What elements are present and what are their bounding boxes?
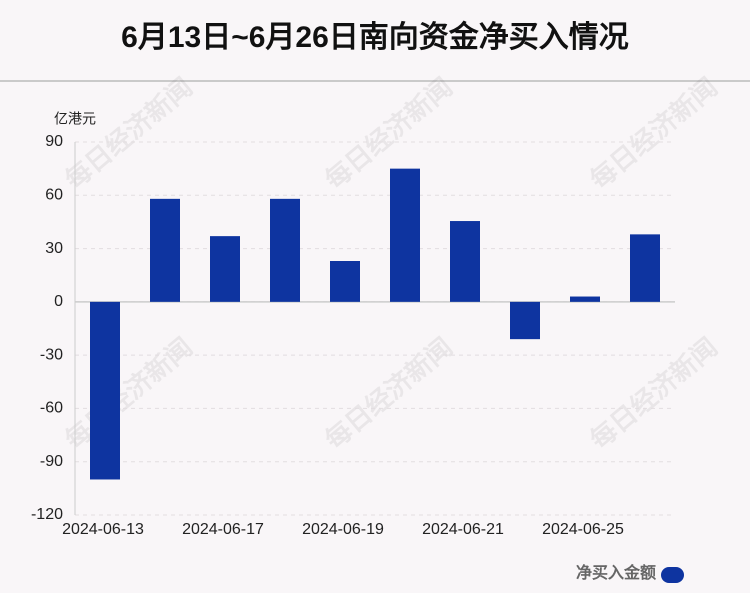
bar <box>90 301 120 480</box>
x-tick-label: 2024-06-21 <box>422 521 504 538</box>
y-tick-label: -120 <box>31 506 63 523</box>
x-tick-label: 2024-06-17 <box>182 521 264 538</box>
x-tick-label: 2024-06-25 <box>542 521 624 538</box>
y-tick-label: 0 <box>54 293 63 310</box>
chart-title: 6月13日~6月26日南向资金净买入情况 <box>121 20 629 54</box>
bar <box>330 261 360 302</box>
y-tick-label: -90 <box>40 453 63 470</box>
bar <box>150 198 180 302</box>
y-tick-label: 90 <box>45 133 63 150</box>
bar <box>570 296 600 302</box>
bar <box>210 236 240 302</box>
y-tick-label: 60 <box>45 187 63 204</box>
bar <box>450 221 480 302</box>
bar <box>630 234 660 302</box>
bar <box>270 198 300 302</box>
y-tick-label: -30 <box>40 346 63 363</box>
bar <box>390 168 420 302</box>
y-tick-label: -60 <box>40 400 63 417</box>
legend-swatch <box>661 567 684 583</box>
x-tick-label: 2024-06-13 <box>62 521 144 538</box>
bar <box>510 301 540 340</box>
y-axis-unit: 亿港元 <box>54 111 96 127</box>
y-tick-label: 30 <box>45 240 63 257</box>
x-tick-label: 2024-06-19 <box>302 521 384 538</box>
legend-label: 净买入金额 <box>576 563 656 582</box>
